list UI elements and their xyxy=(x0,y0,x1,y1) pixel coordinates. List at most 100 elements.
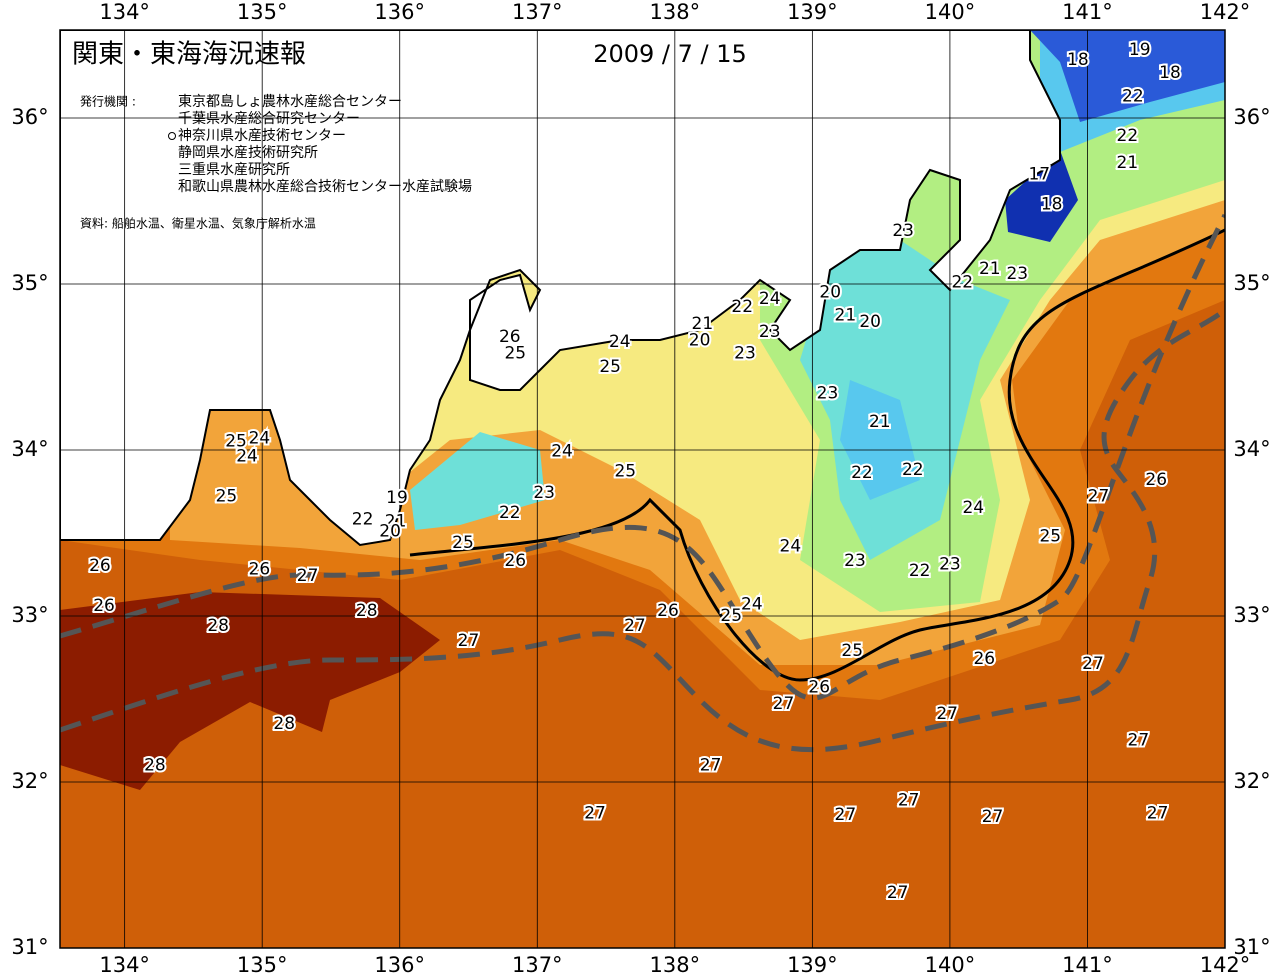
contour-label: 24 xyxy=(609,332,631,352)
publisher: 神奈川県水産技術センター xyxy=(178,128,346,144)
contour-label: 20 xyxy=(379,521,401,541)
contour-label: 27 xyxy=(936,704,958,724)
contour-label: 25 xyxy=(225,432,247,452)
contour-label: 22 xyxy=(1122,86,1144,106)
lon-tick-label: 134° xyxy=(99,0,150,24)
lat-tick-label: 32° xyxy=(1233,769,1270,793)
lon-tick-label: 135° xyxy=(237,0,288,24)
lon-tick-label: 138° xyxy=(650,0,701,24)
contour-label: 23 xyxy=(892,221,914,241)
contour-label: 27 xyxy=(982,807,1004,827)
kuroshio-axis xyxy=(60,308,1225,753)
marker xyxy=(168,132,176,140)
contour-label: 25 xyxy=(1039,526,1061,546)
contour-label: 24 xyxy=(236,447,258,467)
contour-label: 23 xyxy=(844,551,866,571)
lon-tick-label: 142° xyxy=(1200,0,1251,24)
lat-tick-label: 32° xyxy=(11,769,48,793)
contour-label: 25 xyxy=(452,533,474,553)
contour-label: 27 xyxy=(1128,730,1150,750)
contour-label: 21 xyxy=(385,511,407,531)
lon-tick-label: 139° xyxy=(787,953,838,977)
lon-tick-label: 135° xyxy=(237,953,288,977)
lat-tick-label: 34° xyxy=(1233,437,1270,461)
contour-label: 25 xyxy=(504,344,526,364)
publisher-heading: 発行機関 : xyxy=(80,94,136,109)
contour-label: 26 xyxy=(499,327,521,347)
lon-tick-label: 140° xyxy=(925,953,976,977)
contour-label: 27 xyxy=(887,883,909,903)
sst-region xyxy=(840,380,920,500)
lon-tick-label: 136° xyxy=(374,953,425,977)
contour-label: 25 xyxy=(216,486,238,506)
contour-label: 24 xyxy=(551,442,573,462)
contour-label: 27 xyxy=(624,616,646,636)
contour-label: 25 xyxy=(614,462,636,482)
contour-label: 18 xyxy=(1041,194,1063,214)
lat-tick-label: 35° xyxy=(11,271,48,295)
contour-label: 18 xyxy=(1067,50,1089,70)
lat-tick-label: 31° xyxy=(1233,935,1270,959)
contour-label: 21 xyxy=(869,412,891,432)
contour-label: 21 xyxy=(1117,153,1139,173)
publisher: 和歌山県農林水産総合技術センター水産試験場 xyxy=(178,179,472,195)
contour-label: 25 xyxy=(841,641,863,661)
lon-tick-label: 140° xyxy=(925,0,976,24)
publisher: 三重県水産研究所 xyxy=(178,162,290,178)
contour-label: 22 xyxy=(731,297,753,317)
contour-label: 27 xyxy=(898,790,920,810)
date: 2009 / 7 / 15 xyxy=(593,40,747,68)
contour-label: 21 xyxy=(835,306,857,326)
contour-label: 20 xyxy=(819,282,841,302)
contour-label: 19 xyxy=(386,488,408,508)
contour-label: 22 xyxy=(902,460,924,480)
sst-region xyxy=(800,240,1010,560)
contour-label: 23 xyxy=(759,322,781,342)
lon-tick-label: 141° xyxy=(1062,953,1113,977)
lon-tick-label: 136° xyxy=(374,0,425,24)
sst-region xyxy=(1030,30,1225,122)
lat-tick-label: 33° xyxy=(1233,603,1270,627)
lon-tick-label: 142° xyxy=(1200,953,1251,977)
contour-label: 27 xyxy=(458,631,480,651)
contour-label: 24 xyxy=(249,428,271,448)
contour-label: 22 xyxy=(499,503,521,523)
map-frame xyxy=(59,29,1226,949)
lon-tick-label: 138° xyxy=(650,953,701,977)
contour-label: 24 xyxy=(780,536,802,556)
lat-tick-label: 31° xyxy=(11,935,48,959)
source: 資料: 船舶水温、衛星水温、気象庁解析水温 xyxy=(80,216,316,231)
contour-label: 26 xyxy=(504,551,526,571)
lat-tick-label: 34° xyxy=(11,437,48,461)
contour-label: 23 xyxy=(817,384,839,404)
contour-label: 21 xyxy=(692,314,714,334)
lon-tick-label: 134° xyxy=(99,953,150,977)
kuroshio-axis xyxy=(60,213,1225,701)
contour-label: 19 xyxy=(1129,40,1151,60)
contour-label: 17 xyxy=(1028,164,1050,184)
contour-label: 28 xyxy=(144,755,166,775)
contour-label: 28 xyxy=(356,601,378,621)
title: 関東・東海海況速報 xyxy=(72,40,306,70)
contour-label: 28 xyxy=(273,714,295,734)
contour-label: 22 xyxy=(951,272,973,292)
lat-tick-label: 33° xyxy=(11,603,48,627)
contour-label: 26 xyxy=(249,560,271,580)
sst-fill xyxy=(60,30,1225,948)
contour-label: 22 xyxy=(909,561,931,581)
contour-label: 27 xyxy=(700,755,722,775)
contour-label: 25 xyxy=(599,357,621,377)
lat-tick-label: 35° xyxy=(1233,271,1270,295)
sst-region xyxy=(60,592,440,790)
contour-label: 18 xyxy=(1159,63,1181,83)
contour-label: 27 xyxy=(297,566,319,586)
contour-label: 22 xyxy=(352,510,374,530)
graticule xyxy=(60,30,1225,948)
lon-tick-label: 137° xyxy=(512,953,563,977)
contour-label: 23 xyxy=(734,344,756,364)
land xyxy=(60,30,1061,547)
contour-label: 21 xyxy=(979,259,1001,279)
contour-label: 26 xyxy=(89,556,111,576)
contour-label: 27 xyxy=(835,805,857,825)
